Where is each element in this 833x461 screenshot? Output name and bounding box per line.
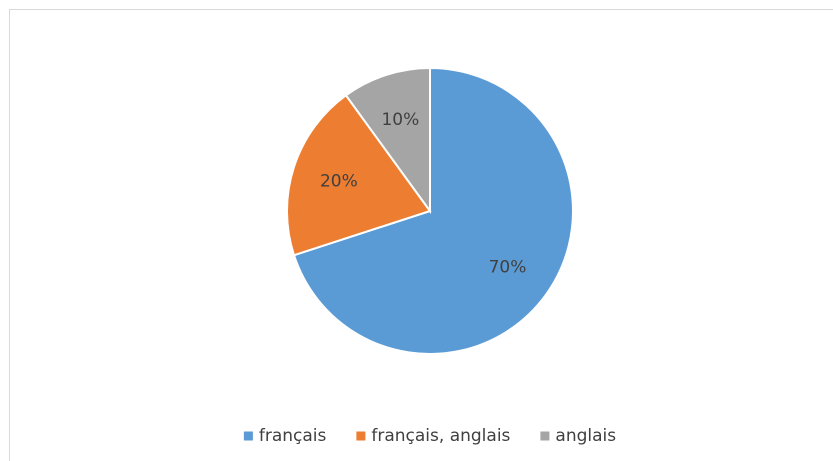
legend-swatch <box>540 431 550 441</box>
legend-swatch <box>243 431 253 441</box>
pie-slice <box>292 66 574 355</box>
pie-slice <box>344 66 431 215</box>
pie-slice <box>286 93 432 257</box>
legend-swatch <box>356 431 366 441</box>
legend-label: français <box>259 426 327 446</box>
data-label: 70% <box>489 257 527 277</box>
legend-label: français, anglais <box>371 426 510 446</box>
legend-label: anglais <box>555 426 616 446</box>
data-label: 10% <box>381 110 419 130</box>
data-label: 20% <box>320 171 358 191</box>
